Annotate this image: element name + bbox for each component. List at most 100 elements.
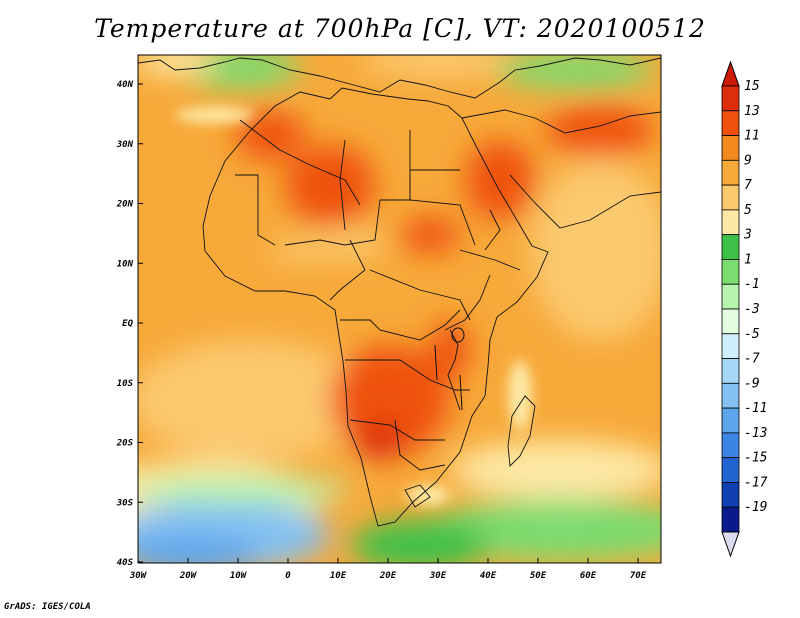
- lon-tick-label: 70E: [630, 571, 647, 581]
- colorbar-label: -13: [744, 426, 767, 441]
- sudan-hot-zone: [400, 217, 460, 253]
- south-atlantic-transition-band: [138, 476, 350, 504]
- sudan-borders: [409, 169, 476, 246]
- lat-tick-label: 30S: [116, 498, 134, 508]
- north-atlantic-warm-zone: [138, 55, 215, 75]
- credit-footer: GrADS: IGES/COLA: [4, 602, 91, 612]
- chart-title: Temperature at 700hPa [C], VT: 202010051…: [94, 14, 706, 43]
- colorbar-label: 1: [744, 252, 752, 267]
- libya-niger-border: [339, 139, 346, 231]
- south-atlantic-coldest-zone: [138, 535, 260, 563]
- middle-east-coast: [461, 109, 661, 134]
- algeria-mali-border: [239, 119, 361, 206]
- arabia-hot-zone: [545, 105, 655, 155]
- colorbar-label: 9: [744, 153, 752, 168]
- east-africa-border: [444, 274, 491, 331]
- canary-warm-band: [175, 107, 255, 123]
- colorbar-bottom-arrow: [721, 531, 740, 558]
- colorbar-swatch: [721, 308, 740, 335]
- lat-tick-label: 20N: [116, 200, 134, 210]
- latitude-axis: 40N 30N 20N 10N EQ 10S 20S 30S 40S: [116, 80, 143, 568]
- lat-tick-label: 40S: [117, 558, 134, 568]
- west-africa-mild-zone: [270, 238, 330, 262]
- red-sea-hot-zone: [465, 140, 535, 220]
- lon-tick-label: 20W: [179, 571, 198, 581]
- colorbar-label: 11: [744, 129, 760, 144]
- east-africa-hot-zone: [430, 320, 470, 380]
- lon-tick-label: 40E: [480, 571, 497, 581]
- lat-tick-label: 30N: [116, 140, 134, 150]
- congo-border: [340, 309, 461, 341]
- colorbar-swatch: [721, 506, 740, 533]
- lon-tick-label: 30E: [429, 571, 447, 581]
- map-frame: [137, 54, 662, 564]
- madagascar-outline: [507, 395, 536, 467]
- namibia-botswana-border: [349, 419, 445, 441]
- car-drc-border: [369, 269, 471, 321]
- lesotho-border: [404, 484, 431, 508]
- cape-cool-zone: [350, 520, 490, 563]
- colorbar-swatch: [721, 432, 740, 459]
- great-lakes-border: [447, 329, 461, 411]
- colorbar-top-arrow: [721, 60, 740, 87]
- sahara-hot-zone: [285, 145, 375, 225]
- lon-tick-label: 10E: [330, 571, 347, 581]
- country-borders: [138, 57, 661, 527]
- indian-ocean-mild-zone: [530, 160, 661, 340]
- lat-tick-label: 40N: [117, 80, 134, 90]
- colorbar-swatch: [721, 110, 740, 136]
- colorbar-label: -11: [744, 401, 767, 416]
- lake-tanganyika: [434, 344, 438, 381]
- colorbar-swatch: [721, 358, 740, 384]
- colorbar-swatch: [721, 234, 740, 260]
- colorbar-swatch: [721, 159, 740, 186]
- angola-zambia-border: [345, 359, 470, 391]
- nigeria-border: [329, 239, 366, 301]
- lake-malawi: [459, 374, 463, 411]
- colorbar-label: -3: [744, 302, 760, 317]
- lon-tick-label: 50E: [530, 571, 547, 581]
- colorbar-swatch: [721, 283, 740, 310]
- northwest-africa-hot-zone: [235, 110, 305, 160]
- lat-tick-label: 20S: [116, 439, 134, 449]
- colorbar-swatch: [721, 382, 740, 409]
- colorbar-label: -19: [744, 500, 767, 515]
- colorbar: 15 13 11 9 7 5 3 1 -1 -3 -5 -7 -9 -11 -13 -15 -17 -19: [721, 60, 768, 558]
- colorbar-label: -7: [744, 352, 760, 367]
- colorbar-label: 3: [743, 228, 752, 243]
- colorbar-swatch: [721, 85, 740, 112]
- lon-tick-label: 0: [285, 571, 291, 581]
- colorbar-label: 15: [744, 79, 760, 94]
- sahel-mild-zone: [315, 230, 385, 260]
- field-blobs: [138, 55, 661, 563]
- colorbar-swatch: [721, 184, 740, 211]
- colorbar-label: -17: [744, 475, 768, 490]
- temperature-field: [138, 55, 661, 563]
- colorbar-label: -5: [744, 327, 760, 342]
- colorbar-swatch: [721, 482, 740, 508]
- colorbar-swatch: [721, 209, 740, 236]
- colorbar-label: -1: [744, 277, 760, 292]
- arabia-coast: [509, 174, 661, 229]
- atlantic-mild-zone: [138, 340, 370, 460]
- lakes: [434, 327, 465, 411]
- colorbar-swatch: [721, 457, 740, 483]
- colorbar-swatch: [721, 259, 740, 285]
- lat-tick-label: 10S: [117, 379, 134, 389]
- colorbar-label: 7: [744, 178, 752, 193]
- botswana-south-africa-border: [394, 419, 446, 471]
- colorbar-label: -9: [744, 376, 760, 391]
- eritrea-border: [484, 209, 501, 251]
- lat-tick-label: 10N: [117, 259, 134, 269]
- lon-tick-label: 60E: [580, 571, 597, 581]
- south-indian-warm-band: [450, 440, 661, 500]
- colorbar-label: 13: [744, 104, 760, 119]
- colorbar-label: -15: [744, 451, 768, 466]
- lon-tick-label: 30W: [129, 571, 148, 581]
- lake-victoria: [451, 327, 465, 343]
- caucasus-cool-zone: [495, 55, 655, 88]
- mauritania-border: [235, 174, 276, 246]
- lon-tick-label: 10W: [230, 571, 248, 581]
- colorbar-label: 5: [744, 203, 752, 218]
